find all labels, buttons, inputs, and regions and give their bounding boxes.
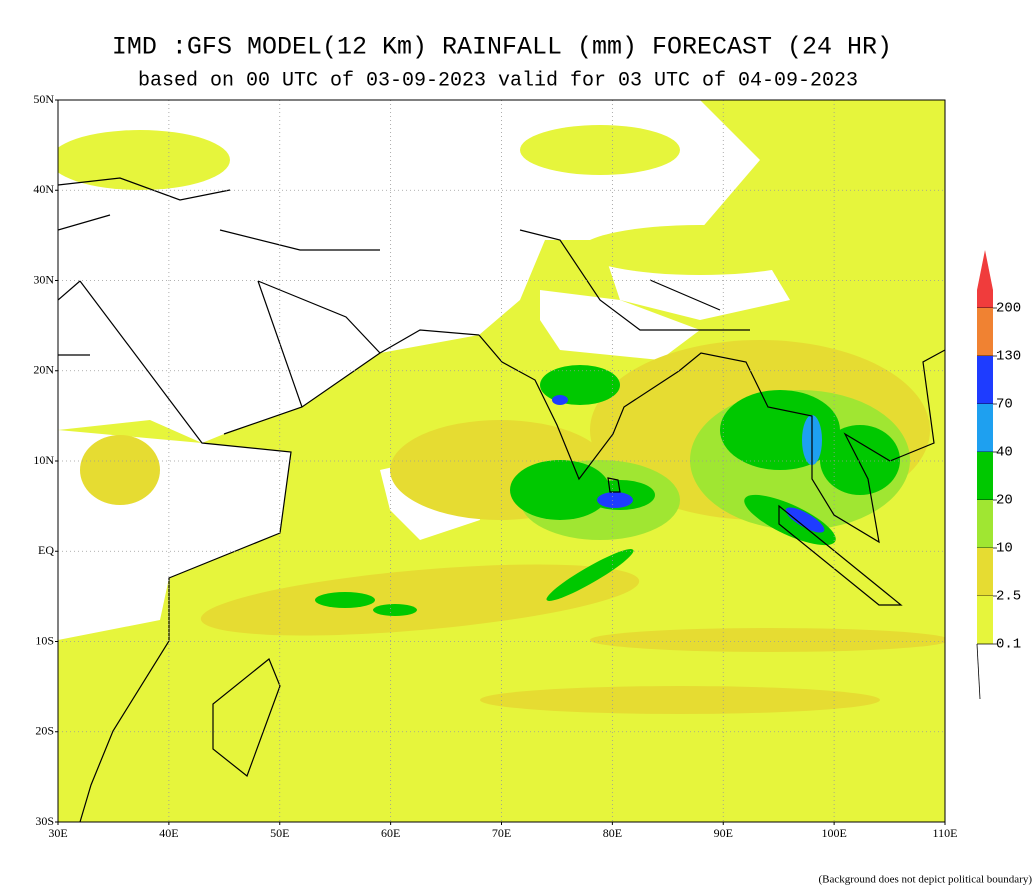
border — [58, 177, 750, 356]
colorbar-label: 0.1 — [996, 637, 1021, 653]
colorbar-segment — [977, 596, 993, 644]
colorbar-segment — [977, 452, 993, 500]
colorbar-label: 130 — [996, 349, 1021, 365]
coastline — [478, 334, 945, 544]
colorbar-segment — [977, 404, 993, 452]
colorbar-label: 70 — [996, 397, 1013, 413]
lon-label: 60E — [381, 826, 400, 840]
rain-patch — [58, 130, 230, 190]
colorbar-segment — [977, 356, 993, 404]
rain-patch — [810, 200, 945, 320]
rain-patch — [80, 435, 160, 505]
lat-label: 50N — [33, 92, 54, 106]
colorbar-segment — [977, 500, 993, 548]
colorbar-label: 200 — [996, 301, 1021, 317]
lat-label: 10N — [33, 453, 54, 467]
lon-label: 80E — [603, 826, 622, 840]
rain-patch — [546, 549, 634, 601]
rain-patch — [580, 225, 820, 275]
colorbar-label: 2.5 — [996, 589, 1021, 605]
map-area — [58, 100, 945, 822]
coastline — [212, 658, 281, 777]
colorbar-segment — [977, 308, 993, 356]
colorbar-label: 10 — [996, 541, 1013, 557]
lat-label: 30S — [35, 814, 54, 828]
colorbar-label: 40 — [996, 445, 1013, 461]
colorbar-label: 20 — [996, 493, 1013, 509]
footnote: (Background does not depict political bo… — [818, 874, 1032, 886]
rain-patch — [597, 492, 633, 508]
lat-label: 30N — [33, 272, 54, 286]
lon-label: 70E — [492, 826, 511, 840]
lon-label: 40E — [159, 826, 178, 840]
colorbar-segment — [977, 548, 993, 596]
subtitle: based on 00 UTC of 03-09-2023 valid for … — [138, 69, 858, 92]
rain-patch — [510, 460, 610, 520]
rain-patch — [315, 592, 375, 608]
title: IMD :GFS MODEL(12 Km) RAINFALL (mm) FORE… — [112, 33, 892, 62]
lon-label: 50E — [270, 826, 289, 840]
coastline — [607, 477, 621, 493]
graticule — [58, 100, 945, 822]
lat-label: 10S — [35, 633, 54, 647]
lon-label: 90E — [714, 826, 733, 840]
lon-label: 100E — [821, 826, 846, 840]
lat-label: 40N — [33, 182, 54, 196]
rain-patch — [200, 564, 640, 636]
colorbar: 200 130 70 40 20 10 2.5 0.1 — [976, 250, 1021, 700]
rain-patch — [480, 686, 880, 714]
rain-patch — [744, 494, 836, 546]
rain-patch — [520, 125, 680, 175]
lon-label: 30E — [48, 826, 67, 840]
rain-patch — [373, 604, 417, 616]
lat-label: EQ — [38, 543, 54, 557]
rain-patch — [552, 395, 568, 405]
lat-label: 20N — [33, 363, 54, 377]
coastline — [778, 504, 903, 606]
colorbar-segment — [977, 250, 993, 308]
rain-patch — [590, 628, 945, 652]
dry-area — [540, 290, 700, 360]
rain-patch — [540, 365, 620, 405]
lat-label: 20S — [35, 724, 54, 738]
rain-patch — [785, 507, 825, 533]
rain-patch — [820, 425, 900, 495]
colorbar-tail — [976, 643, 981, 700]
lon-label: 110E — [933, 826, 958, 840]
